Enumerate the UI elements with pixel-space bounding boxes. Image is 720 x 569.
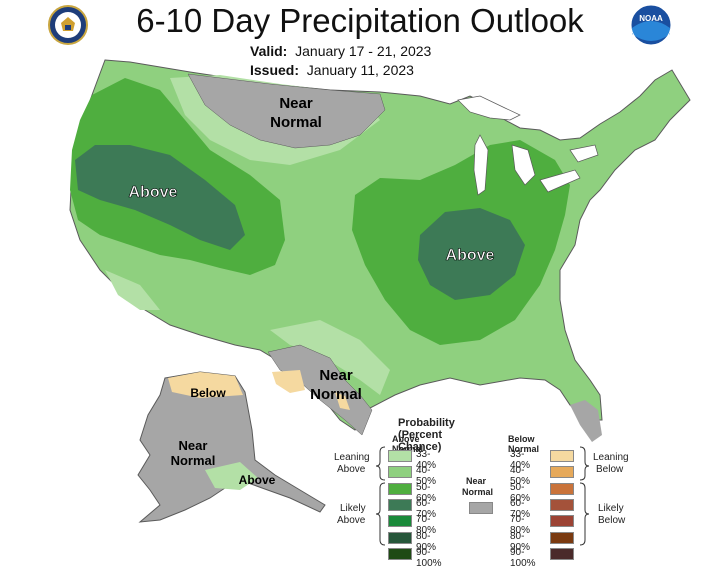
legend-below-range: 70-80%: [510, 514, 531, 537]
above-east-60: [418, 208, 525, 300]
alaska-lean-above: [205, 462, 258, 490]
label-near-normal-south-1: Near: [319, 367, 353, 384]
legend-below-range: 50-60%: [510, 481, 531, 504]
legend-above-range: 33-40%: [416, 449, 437, 471]
label-near-normal-north-1: Near: [279, 95, 313, 112]
legend-above-header: Above Normal: [392, 434, 424, 454]
label-above-west: Above: [129, 184, 178, 201]
lean-above-south: [270, 320, 390, 395]
legend-above-range: 40-50%: [416, 465, 437, 488]
legend-near-header-1: Near: [466, 476, 487, 486]
legend-below-swatch: [550, 450, 574, 462]
legend-above-swatch: [388, 450, 412, 462]
doc-seal-icon: [48, 5, 88, 45]
legend-above-range: 80-90%: [416, 530, 437, 553]
page-title: 6-10 Day Precipitation Outlook: [136, 2, 584, 39]
valid-date: Valid: January 17 - 21, 2023: [250, 43, 431, 59]
valid-label: Valid:: [250, 43, 288, 59]
legend-below-range: 60-70%: [510, 497, 531, 520]
label-alaska-below: Below: [190, 386, 226, 400]
legend-below-swatch: [550, 498, 574, 511]
legend-below-swatch: [550, 466, 574, 479]
issued-label: Issued:: [250, 62, 300, 78]
legend-above-range: 50-60%: [416, 481, 437, 504]
above-west-60: [75, 145, 245, 250]
issued-date: Issued: January 11, 2023: [250, 62, 414, 78]
noaa-logo-icon: NOAA: [630, 4, 672, 46]
legend-below-header: Below Normal: [508, 434, 540, 454]
valid-value: January 17 - 21, 2023: [295, 43, 432, 59]
label-near-normal-south-2: Normal: [310, 386, 362, 403]
label-above-east: Above: [446, 247, 495, 264]
legend-leaning-below-1: Leaning: [593, 452, 629, 463]
legend-below-swatch: [550, 531, 574, 544]
legend-below-swatch: [550, 482, 574, 495]
near-normal-north: [187, 73, 386, 149]
issued-value: January 11, 2023: [306, 62, 414, 78]
legend-above-swatch: [388, 515, 412, 528]
legend-leaning-above-1: Leaning: [334, 452, 370, 463]
legend-above-range: 60-70%: [416, 497, 437, 520]
lean-below-texas-2: [335, 392, 350, 410]
legend-above-swatch: [388, 531, 412, 544]
legend-above-range: 70-80%: [416, 514, 437, 537]
label-alaska-above: Above: [239, 473, 276, 487]
legend-likely-above-2: Above: [337, 515, 366, 526]
legend-likely-below-1: Likely: [598, 503, 624, 514]
alaska-lean-below: [168, 372, 243, 398]
legend-braces: [375, 446, 590, 546]
near-normal-florida: [570, 400, 602, 442]
noaa-logo-text: NOAA: [639, 14, 663, 23]
legend-near-header-2: Normal: [462, 487, 494, 497]
label-alaska-near-2: Normal: [171, 453, 216, 468]
label-near-normal-north-2: Normal: [270, 114, 322, 131]
legend-below-range: 33-40%: [510, 449, 531, 471]
legend-near-swatch: [469, 502, 493, 514]
legend-above-swatch: [388, 466, 412, 479]
legend-below-swatch: [550, 515, 574, 528]
great-lakes: [457, 95, 599, 196]
legend-likely-above-1: Likely: [340, 503, 366, 514]
legend-above-swatch: [388, 498, 412, 511]
label-alaska-near-1: Near: [179, 438, 208, 453]
precipitation-map: Near Normal Above Above Near Normal Belo…: [69, 59, 691, 523]
legend-leaning-above-2: Above: [337, 464, 366, 475]
legend-likely-below-2: Below: [598, 515, 626, 526]
legend-above-swatch: [388, 482, 412, 495]
legend-leaning-below-2: Below: [596, 464, 624, 475]
lean-above-southwest: [105, 270, 160, 310]
legend-below-range: 40-50%: [510, 465, 531, 488]
lean-below-texas: [272, 370, 305, 393]
legend-below-range: 80-90%: [510, 530, 531, 553]
